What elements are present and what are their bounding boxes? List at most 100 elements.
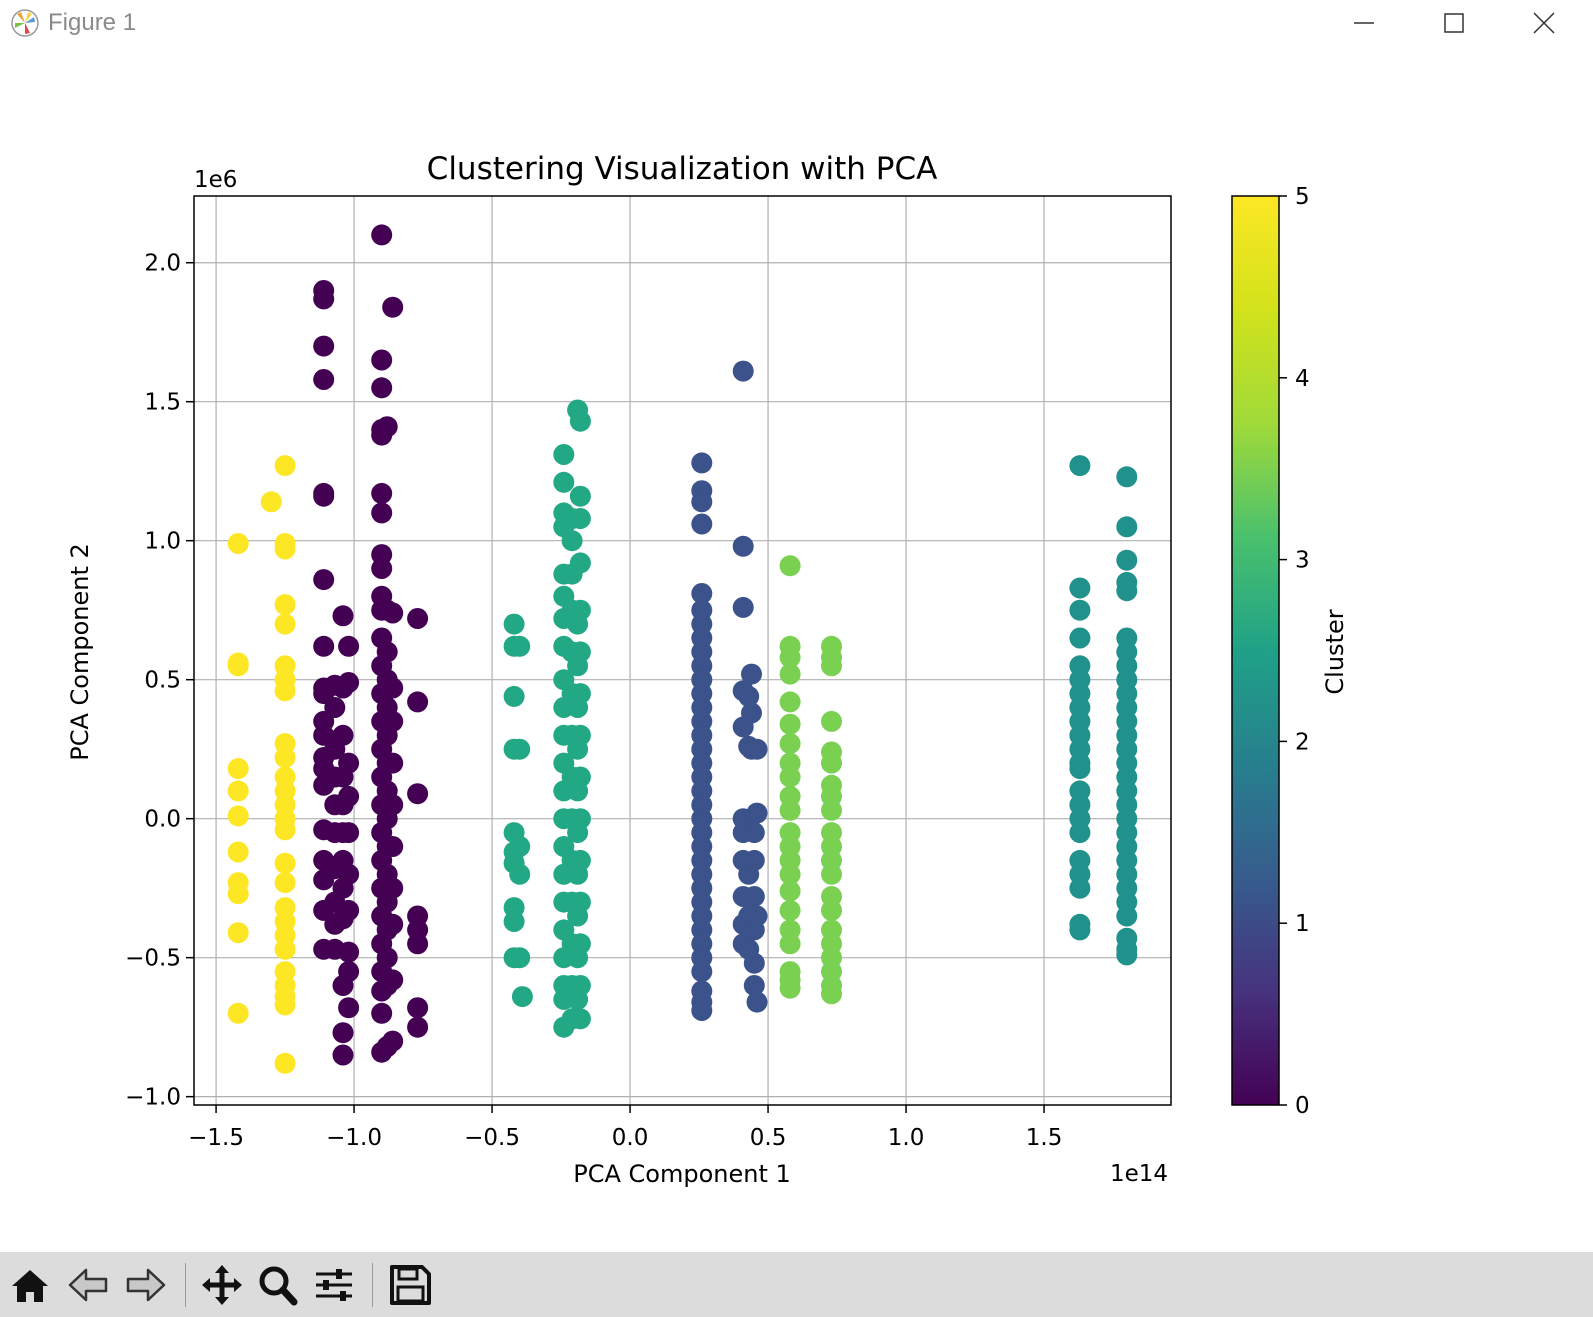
cluster-3-point — [569, 599, 591, 621]
x-tick-label: 0.5 — [750, 1125, 787, 1151]
window-title: Figure 1 — [48, 9, 137, 36]
cluster-2-point — [1069, 822, 1091, 844]
y-tick-label: 0.5 — [144, 668, 181, 694]
cluster-4-point — [779, 646, 801, 668]
cluster-5-point — [227, 805, 249, 827]
cluster-0-point — [371, 502, 393, 524]
cluster-4-point — [779, 977, 801, 999]
cluster-3-point — [509, 947, 531, 969]
cluster-0-point — [371, 349, 393, 371]
cluster-0-point — [382, 1030, 404, 1052]
cluster-3-point — [553, 471, 575, 493]
forward-button[interactable] — [122, 1262, 170, 1308]
y-tick-label: −0.5 — [125, 946, 181, 972]
cluster-5-point — [274, 1052, 296, 1074]
cluster-5-point — [274, 872, 296, 894]
cluster-0-point — [313, 485, 335, 507]
cluster-0-point — [338, 899, 360, 921]
cluster-0-point — [338, 961, 360, 983]
cluster-0-point — [376, 416, 398, 438]
cluster-0-point — [371, 558, 393, 579]
toolbar-separator — [185, 1263, 186, 1307]
pan-button[interactable] — [198, 1262, 246, 1308]
y-tick-label: 1.0 — [144, 529, 181, 555]
cluster-0-point — [382, 877, 404, 899]
matplotlib-icon — [11, 9, 39, 37]
cluster-1-point — [746, 991, 768, 1013]
cluster-3-point — [569, 485, 591, 507]
cluster-0-point — [376, 947, 398, 969]
cluster-5-point — [274, 613, 296, 635]
cluster-4-point — [779, 663, 801, 685]
y-tick-label: 1.5 — [144, 390, 181, 416]
chart-title: Clustering Visualization with PCA — [427, 151, 938, 187]
cluster-5-point — [274, 680, 296, 702]
maximize-button[interactable] — [1410, 0, 1502, 46]
cluster-4-point — [779, 713, 801, 735]
pan-icon — [202, 1265, 242, 1305]
cluster-0-point — [371, 1002, 393, 1024]
cluster-2-point — [1069, 577, 1091, 599]
cluster-4-point — [779, 880, 801, 902]
cluster-5-point — [274, 538, 296, 560]
cluster-5-point — [227, 758, 249, 780]
close-button[interactable] — [1500, 0, 1592, 46]
forward-icon — [126, 1268, 166, 1302]
colorbar-tick-label: 5 — [1295, 184, 1310, 210]
zoom-icon — [259, 1266, 298, 1306]
cluster-1-point — [743, 886, 765, 907]
cluster-0-point — [382, 677, 404, 699]
cluster-1-point — [732, 596, 754, 618]
cluster-3-point — [569, 808, 591, 830]
cluster-4-point — [821, 710, 842, 732]
toolbar-separator — [372, 1263, 373, 1307]
cluster-1-point — [691, 583, 713, 604]
y-offset-text: 1e6 — [194, 167, 237, 193]
cluster-5-point — [227, 922, 249, 944]
cluster-5-point — [227, 655, 249, 677]
cluster-1-point — [741, 702, 762, 724]
scatter-points — [227, 224, 1138, 1074]
cluster-3-point — [509, 836, 531, 857]
cluster-1-point — [738, 685, 760, 707]
home-button[interactable] — [6, 1262, 54, 1308]
cluster-4-point — [779, 733, 801, 755]
y-tick-label: 0.0 — [144, 807, 181, 833]
cluster-0-point — [371, 482, 393, 504]
cluster-3-point — [509, 635, 531, 657]
cluster-0-point — [338, 997, 360, 1019]
cluster-2-point — [1069, 599, 1091, 621]
cluster-0-point — [313, 288, 335, 310]
cluster-0-point — [338, 863, 360, 885]
cluster-4-point — [779, 863, 801, 885]
minimize-button[interactable] — [1320, 0, 1412, 46]
cluster-2-point — [1116, 905, 1138, 927]
cluster-0-point — [407, 997, 429, 1019]
cluster-2-point — [1116, 549, 1138, 571]
cluster-3-point — [503, 685, 525, 707]
save-button[interactable] — [386, 1262, 434, 1308]
cluster-1-point — [743, 849, 765, 871]
colorbar-tick-label: 1 — [1295, 911, 1310, 937]
cluster-1-point — [691, 491, 713, 513]
chart: −1.5 −1.0 −0.5 0.0 0.5 1.0 1.5 −1.0 −0.5 0.0 0.5 1… — [66, 151, 1349, 1188]
cluster-0-point — [324, 697, 346, 718]
cluster-0-point — [338, 752, 360, 774]
back-button[interactable] — [64, 1262, 112, 1308]
cluster-3-point — [569, 933, 591, 955]
zoom-button[interactable] — [254, 1262, 302, 1308]
x-tick-label: −0.5 — [464, 1125, 520, 1151]
cluster-1-point — [691, 513, 713, 535]
cluster-3-point — [569, 641, 591, 663]
colorbar-tick-label: 0 — [1295, 1093, 1310, 1119]
cluster-5-point — [260, 491, 282, 513]
cluster-3-point — [569, 410, 591, 432]
cluster-3-point — [569, 508, 591, 529]
cluster-5-point — [274, 455, 296, 477]
cluster-1-point — [732, 360, 754, 382]
cluster-3-point — [561, 530, 583, 552]
configure-subplots-button[interactable] — [310, 1262, 358, 1308]
colorbar — [1231, 195, 1280, 1106]
cluster-0-point — [338, 635, 360, 657]
cluster-4-point — [821, 752, 842, 774]
